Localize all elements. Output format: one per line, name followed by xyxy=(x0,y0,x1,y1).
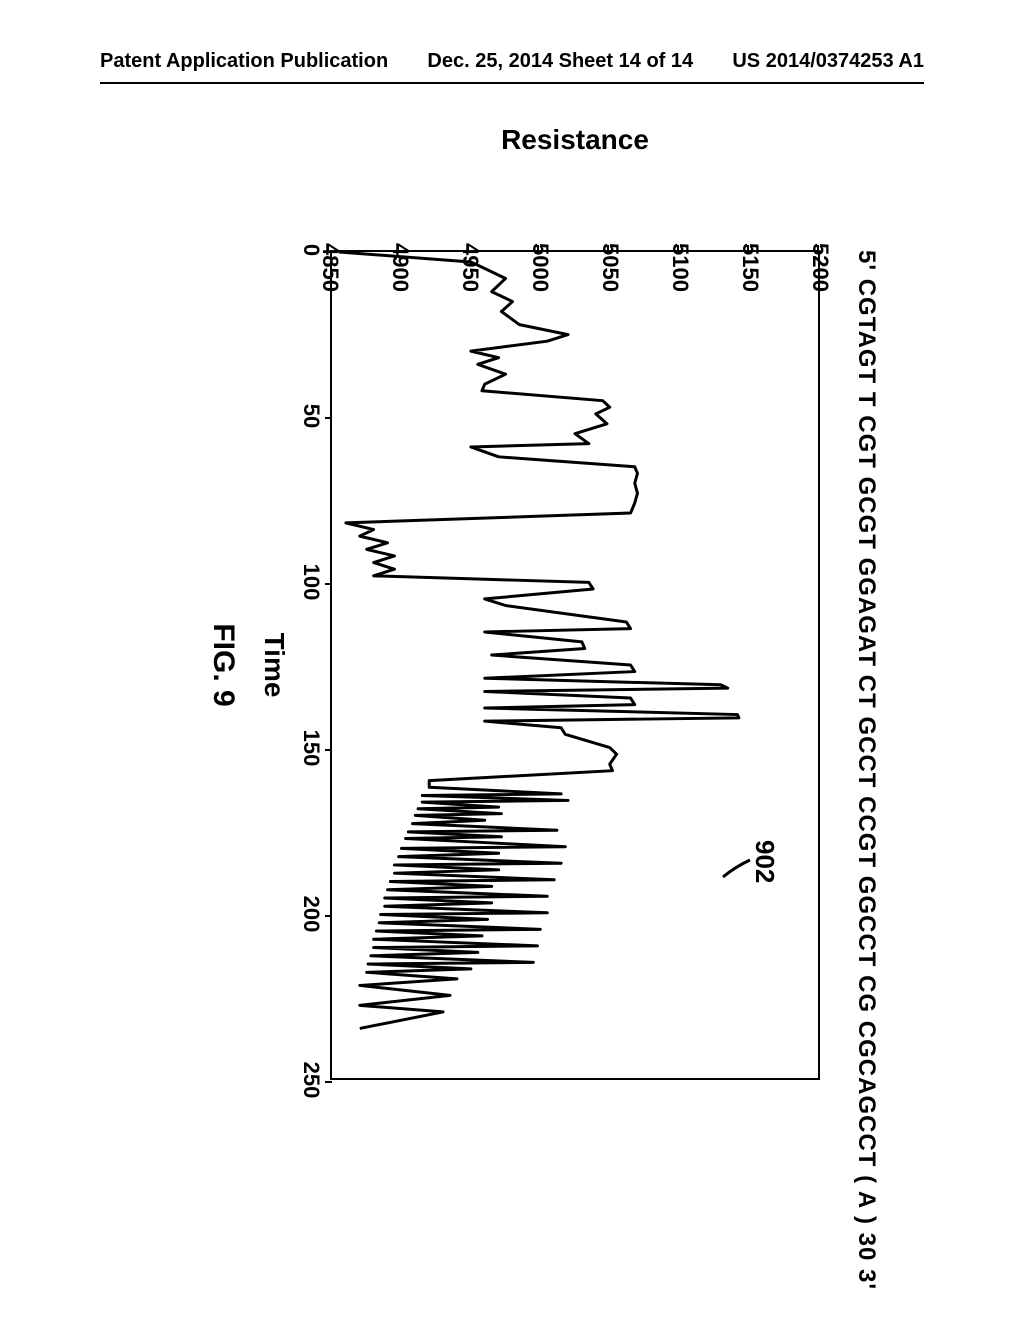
x-tick-label: 250 xyxy=(298,1062,324,1099)
figure-caption: FIG. 9 xyxy=(206,623,240,706)
x-axis-label: Time xyxy=(258,633,290,698)
x-tick-label: 200 xyxy=(298,896,324,933)
header-right: US 2014/0374253 A1 xyxy=(732,50,924,73)
x-tick xyxy=(325,915,332,917)
x-tick xyxy=(325,583,332,585)
header-left: Patent Application Publication xyxy=(100,50,388,73)
y-tick-label: 5000 xyxy=(527,243,553,292)
x-tick xyxy=(325,1081,332,1083)
resistance-trace xyxy=(339,252,739,1028)
y-tick-label: 5200 xyxy=(807,243,833,292)
x-tick xyxy=(325,749,332,751)
y-tick-label: 5050 xyxy=(597,243,623,292)
header-center: Dec. 25, 2014 Sheet 14 of 14 xyxy=(427,50,693,73)
chart-svg xyxy=(332,252,818,1078)
chart-plot-area xyxy=(330,250,820,1080)
x-tick-label: 150 xyxy=(298,730,324,767)
y-tick-label: 5100 xyxy=(667,243,693,292)
header-divider xyxy=(100,82,924,84)
x-tick-label: 50 xyxy=(298,404,324,428)
y-tick-label: 5150 xyxy=(737,243,763,292)
y-tick-label: 4900 xyxy=(387,243,413,292)
y-axis-label: Resistance xyxy=(501,124,649,156)
x-tick xyxy=(325,417,332,419)
y-tick-label: 4950 xyxy=(457,243,483,292)
x-tick-label: 100 xyxy=(298,564,324,601)
x-tick-label: 0 xyxy=(298,244,324,256)
figure-inner: 5' CGTAGT T CGT GCGT GGAGAT CT GCCT CCGT… xyxy=(170,160,880,1140)
figure-rotated-container: 5' CGTAGT T CGT GCGT GGAGAT CT GCCT CCGT… xyxy=(35,295,1015,1005)
dna-sequence-title: 5' CGTAGT T CGT GCGT GGAGAT CT GCCT CCGT… xyxy=(852,250,880,1120)
